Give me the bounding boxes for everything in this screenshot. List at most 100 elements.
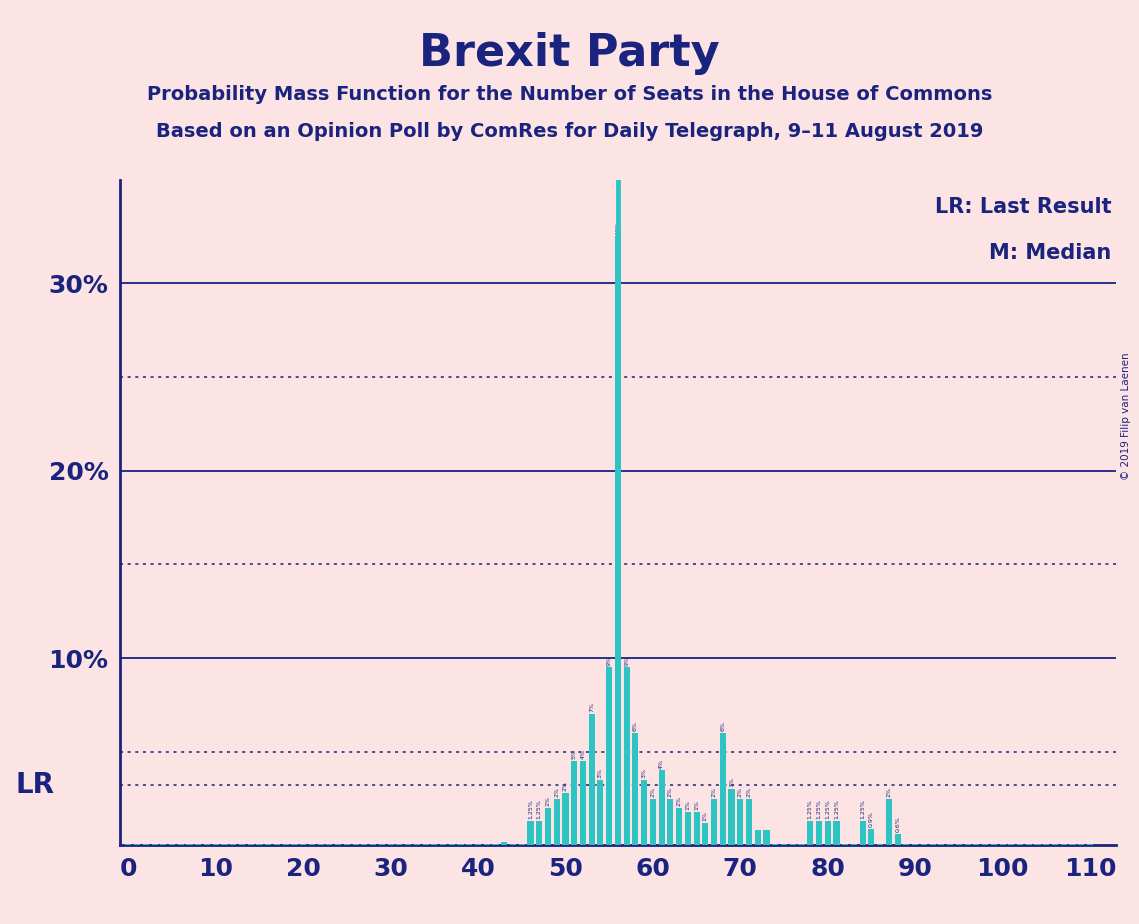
Bar — [851, 844, 857, 845]
Bar — [974, 844, 980, 845]
Bar — [789, 844, 796, 845]
Bar — [195, 844, 202, 845]
Text: Brexit Party: Brexit Party — [419, 32, 720, 76]
Bar — [458, 844, 464, 845]
Text: 2%: 2% — [886, 786, 892, 796]
Bar — [1026, 844, 1032, 845]
Text: 0.6%: 0.6% — [895, 817, 900, 833]
Text: 4%: 4% — [581, 749, 585, 760]
Text: 1.25%: 1.25% — [834, 799, 839, 820]
Bar — [720, 733, 726, 845]
Bar — [694, 811, 699, 845]
Bar — [387, 844, 394, 845]
Bar — [344, 844, 350, 845]
Bar — [685, 811, 691, 845]
Bar — [877, 844, 883, 845]
Bar — [860, 821, 866, 845]
Bar — [641, 780, 647, 845]
Bar — [1052, 844, 1058, 845]
Bar — [798, 844, 804, 845]
Bar — [484, 844, 490, 845]
Text: LR: Last Result: LR: Last Result — [935, 197, 1112, 217]
Text: 6%: 6% — [720, 722, 726, 731]
Text: LR: LR — [16, 772, 55, 799]
Text: 1%: 1% — [686, 800, 690, 809]
Bar — [413, 844, 420, 845]
Bar — [903, 844, 909, 845]
Bar — [239, 844, 245, 845]
Bar — [544, 808, 551, 845]
Text: 4%: 4% — [659, 759, 664, 769]
Bar — [466, 844, 473, 845]
Bar — [300, 844, 306, 845]
Bar — [1000, 844, 1006, 845]
Bar — [563, 793, 568, 845]
Bar — [134, 844, 140, 845]
Bar — [161, 844, 166, 845]
Text: 0.9%: 0.9% — [869, 811, 874, 827]
Bar — [247, 844, 254, 845]
Text: 1.25%: 1.25% — [528, 799, 533, 820]
Bar — [475, 844, 481, 845]
Bar — [920, 844, 927, 845]
Bar — [737, 798, 744, 845]
Bar — [658, 771, 665, 845]
Bar — [589, 714, 595, 845]
Text: 9%: 9% — [624, 655, 629, 665]
Bar — [772, 844, 778, 845]
Text: 1.25%: 1.25% — [808, 799, 813, 820]
Text: 1%: 1% — [703, 811, 707, 821]
Bar — [816, 821, 822, 845]
Bar — [273, 844, 280, 845]
Bar — [327, 844, 333, 845]
Text: 1%: 1% — [694, 800, 699, 809]
Text: 1.25%: 1.25% — [860, 799, 866, 820]
Text: 2%: 2% — [650, 786, 655, 796]
Text: 2%: 2% — [712, 786, 716, 796]
Text: 1.25%: 1.25% — [826, 799, 830, 820]
Bar — [309, 844, 316, 845]
Bar — [650, 798, 656, 845]
Bar — [825, 821, 830, 845]
Bar — [510, 844, 516, 845]
Text: 3%: 3% — [641, 768, 647, 778]
Bar — [1034, 844, 1041, 845]
Bar — [632, 733, 639, 845]
Bar — [982, 844, 989, 845]
Bar — [335, 844, 342, 845]
Bar — [711, 798, 718, 845]
Bar — [991, 844, 997, 845]
Bar — [221, 844, 228, 845]
Bar — [947, 844, 953, 845]
Bar — [536, 821, 542, 845]
Bar — [501, 843, 507, 845]
Bar — [623, 667, 630, 845]
Bar — [449, 844, 454, 845]
Bar — [956, 844, 962, 845]
Bar — [1043, 844, 1049, 845]
Bar — [842, 844, 849, 845]
Bar — [729, 789, 735, 845]
Bar — [554, 798, 559, 845]
Bar — [187, 844, 192, 845]
Text: 1.25%: 1.25% — [817, 799, 821, 820]
Bar — [894, 834, 901, 845]
Text: 2%: 2% — [677, 796, 681, 806]
Bar — [781, 844, 787, 845]
Text: Based on an Opinion Poll by ComRes for Daily Telegraph, 9–11 August 2019: Based on an Opinion Poll by ComRes for D… — [156, 122, 983, 141]
Bar — [939, 844, 944, 845]
Text: 3%: 3% — [729, 777, 734, 787]
Bar — [292, 844, 297, 845]
Bar — [667, 798, 673, 845]
Text: 2%: 2% — [555, 786, 559, 796]
Bar — [256, 844, 262, 845]
Bar — [746, 798, 752, 845]
Bar — [1008, 844, 1015, 845]
Bar — [213, 844, 219, 845]
Bar — [151, 844, 157, 845]
Bar — [1070, 844, 1075, 845]
Text: 6%: 6% — [633, 722, 638, 731]
Text: M: Median: M: Median — [989, 243, 1112, 263]
Bar — [423, 844, 428, 845]
Bar — [318, 844, 323, 845]
